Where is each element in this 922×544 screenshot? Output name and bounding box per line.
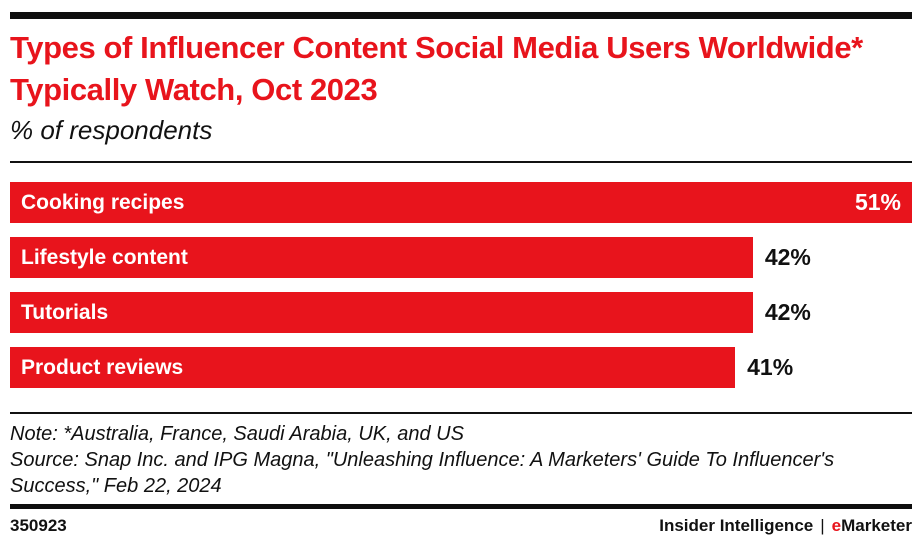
notes-divider [10,412,912,414]
bar-row: Tutorials 42% [10,292,912,333]
footer: 350923 Insider Intelligence | e Marketer [10,516,912,536]
bar-category-label: Cooking recipes [21,190,185,214]
source-line: Source: Snap Inc. and IPG Magna, "Unleas… [10,449,835,497]
bar-row: Lifestyle content 42% [10,237,912,278]
bar-chart: Cooking recipes 51% Lifestyle content 42% Tu… [10,182,912,388]
bar: Tutorials [10,292,753,333]
bar-row: Product reviews 41% [10,347,912,388]
footer-divider [10,504,912,509]
chart-subtitle: % of respondents [10,115,213,145]
brand-emarketer-e: e [831,516,842,535]
bar-value-label: 42% [764,244,811,270]
branding: Insider Intelligence | e Marketer [659,516,912,536]
bar-category-label: Tutorials [21,300,109,324]
note-line: Note: *Australia, France, Saudi Arabia, … [10,423,464,445]
chart-id: 350923 [10,516,67,535]
bar-category-label: Product reviews [21,355,184,379]
header-divider [10,161,912,163]
bar-value-label: 42% [764,299,811,325]
notes-block: Note: *Australia, France, Saudi Arabia, … [10,421,912,499]
brand-emarketer-rest: Marketer [841,516,912,535]
bar: Lifestyle content [10,237,753,278]
top-divider [10,12,912,19]
bar: Product reviews [10,347,736,388]
bar: Cooking recipes 51% [10,182,912,223]
bar-category-label: Lifestyle content [21,245,188,269]
chart-title: Types of Influencer Content Social Media… [10,30,863,107]
bar-row: Cooking recipes 51% [10,182,912,223]
brand-separator: | [820,516,825,535]
bar-value-label: 41% [747,354,794,380]
brand-insider-intelligence: Insider Intelligence [659,516,814,535]
bar-value-label: 51% [854,189,901,215]
